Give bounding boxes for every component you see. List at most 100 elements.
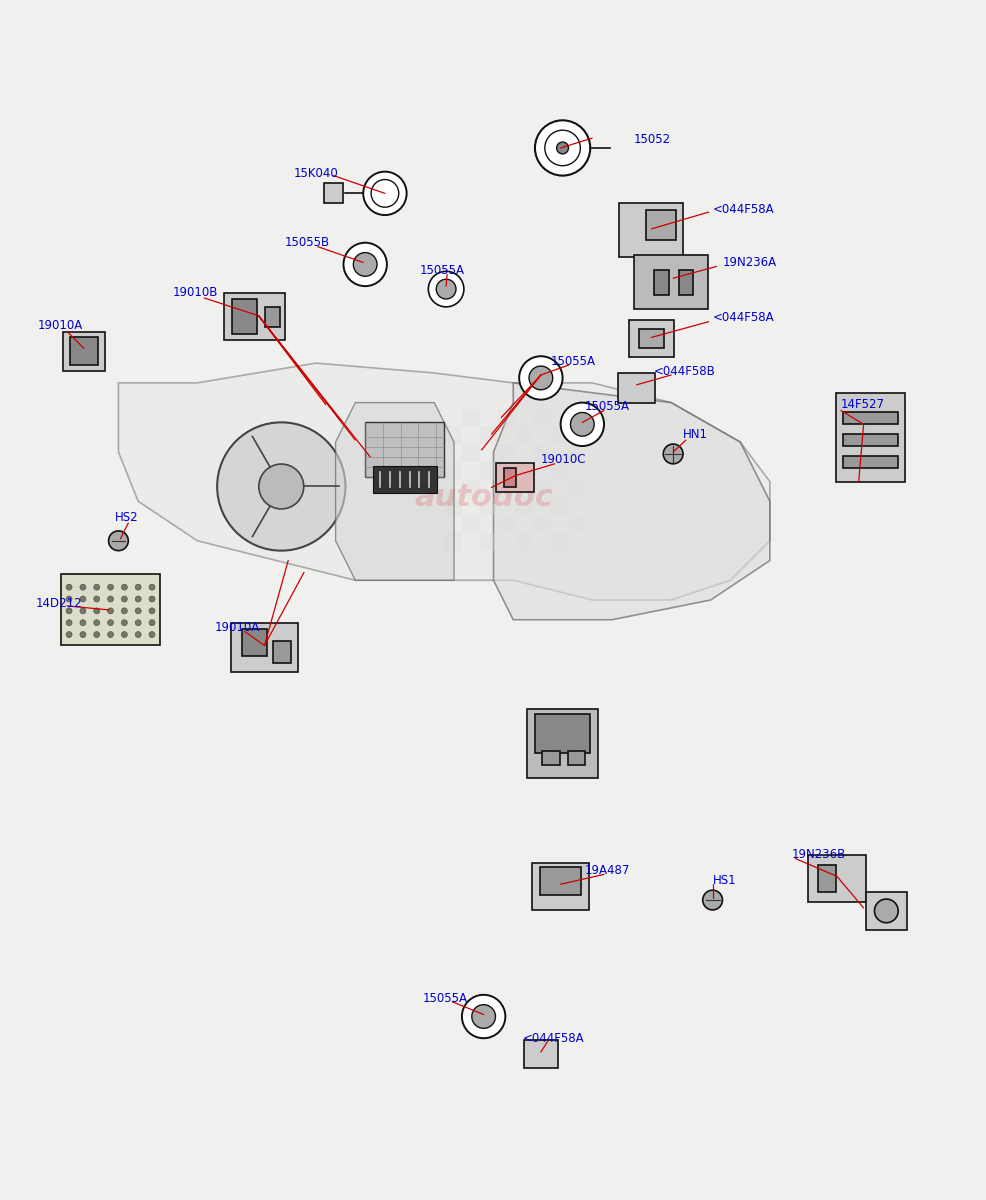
Circle shape bbox=[556, 142, 568, 154]
Bar bbox=[568, 444, 586, 462]
Bar bbox=[515, 426, 532, 444]
Circle shape bbox=[107, 584, 113, 590]
Bar bbox=[264, 307, 280, 326]
Circle shape bbox=[66, 631, 72, 637]
Circle shape bbox=[560, 403, 603, 446]
Text: 19010C: 19010C bbox=[540, 454, 586, 467]
Circle shape bbox=[135, 596, 141, 602]
Circle shape bbox=[149, 584, 155, 590]
Bar bbox=[372, 466, 436, 493]
Bar bbox=[61, 575, 160, 646]
Bar bbox=[515, 497, 532, 515]
Circle shape bbox=[80, 596, 86, 602]
Bar bbox=[550, 533, 568, 551]
Circle shape bbox=[121, 596, 127, 602]
Bar bbox=[479, 533, 497, 551]
Circle shape bbox=[258, 464, 304, 509]
Bar bbox=[231, 623, 298, 672]
Bar bbox=[273, 642, 291, 664]
Bar bbox=[619, 203, 683, 257]
Bar bbox=[323, 184, 343, 203]
Circle shape bbox=[107, 596, 113, 602]
Text: 19010B: 19010B bbox=[173, 286, 218, 299]
Circle shape bbox=[108, 530, 128, 551]
Bar bbox=[504, 468, 516, 487]
Text: 19N236B: 19N236B bbox=[791, 848, 845, 862]
Circle shape bbox=[663, 444, 682, 463]
Circle shape bbox=[135, 619, 141, 625]
Circle shape bbox=[121, 619, 127, 625]
Text: 19010A: 19010A bbox=[215, 622, 260, 634]
Circle shape bbox=[80, 631, 86, 637]
Text: 19010A: 19010A bbox=[37, 319, 83, 332]
Text: <044F58A: <044F58A bbox=[712, 203, 773, 216]
Bar bbox=[634, 256, 708, 310]
Circle shape bbox=[702, 890, 722, 910]
Bar bbox=[461, 480, 479, 497]
Text: <044F58A: <044F58A bbox=[712, 311, 773, 324]
Text: 14F527: 14F527 bbox=[840, 398, 884, 412]
Bar bbox=[497, 515, 515, 533]
Bar bbox=[639, 329, 664, 348]
Bar bbox=[365, 422, 444, 476]
Circle shape bbox=[80, 584, 86, 590]
Circle shape bbox=[80, 608, 86, 614]
Circle shape bbox=[94, 631, 100, 637]
Bar bbox=[539, 868, 581, 895]
Bar bbox=[63, 331, 105, 371]
Bar bbox=[515, 533, 532, 551]
Bar bbox=[567, 750, 585, 766]
Bar bbox=[479, 497, 497, 515]
Circle shape bbox=[461, 995, 505, 1038]
Circle shape bbox=[94, 608, 100, 614]
Bar bbox=[497, 444, 515, 462]
Bar bbox=[550, 497, 568, 515]
Circle shape bbox=[94, 584, 100, 590]
Text: 15K040: 15K040 bbox=[294, 167, 338, 180]
Circle shape bbox=[363, 172, 406, 215]
Bar bbox=[461, 515, 479, 533]
Bar bbox=[678, 270, 693, 294]
Circle shape bbox=[217, 422, 345, 551]
Text: 19N236A: 19N236A bbox=[722, 256, 776, 269]
Bar bbox=[532, 515, 550, 533]
Circle shape bbox=[107, 619, 113, 625]
Bar bbox=[497, 480, 515, 497]
Bar bbox=[496, 463, 533, 492]
Bar bbox=[646, 210, 675, 240]
Circle shape bbox=[570, 413, 594, 436]
Text: 15055A: 15055A bbox=[422, 992, 467, 1006]
Circle shape bbox=[149, 631, 155, 637]
Bar bbox=[532, 444, 550, 462]
Bar bbox=[534, 714, 590, 752]
Circle shape bbox=[428, 271, 463, 307]
Bar bbox=[497, 408, 515, 426]
Bar bbox=[808, 854, 865, 902]
Bar bbox=[444, 462, 461, 480]
Circle shape bbox=[135, 584, 141, 590]
Text: HS1: HS1 bbox=[712, 874, 736, 887]
Circle shape bbox=[353, 252, 377, 276]
Bar bbox=[541, 750, 559, 766]
Text: HN1: HN1 bbox=[682, 427, 707, 440]
Circle shape bbox=[66, 596, 72, 602]
Bar bbox=[232, 300, 256, 334]
Circle shape bbox=[471, 1004, 495, 1028]
Text: 15055A: 15055A bbox=[584, 400, 629, 413]
Bar bbox=[479, 426, 497, 444]
Bar bbox=[568, 408, 586, 426]
Circle shape bbox=[874, 899, 897, 923]
Circle shape bbox=[121, 631, 127, 637]
Text: <044F58B: <044F58B bbox=[653, 365, 715, 378]
Bar bbox=[550, 462, 568, 480]
Circle shape bbox=[121, 608, 127, 614]
Text: 15052: 15052 bbox=[633, 132, 670, 145]
Bar bbox=[461, 444, 479, 462]
Bar bbox=[527, 708, 598, 778]
Circle shape bbox=[528, 366, 552, 390]
Bar bbox=[842, 413, 897, 425]
Bar bbox=[515, 462, 532, 480]
Text: 19A487: 19A487 bbox=[584, 864, 629, 877]
Circle shape bbox=[371, 180, 398, 208]
Bar bbox=[532, 480, 550, 497]
